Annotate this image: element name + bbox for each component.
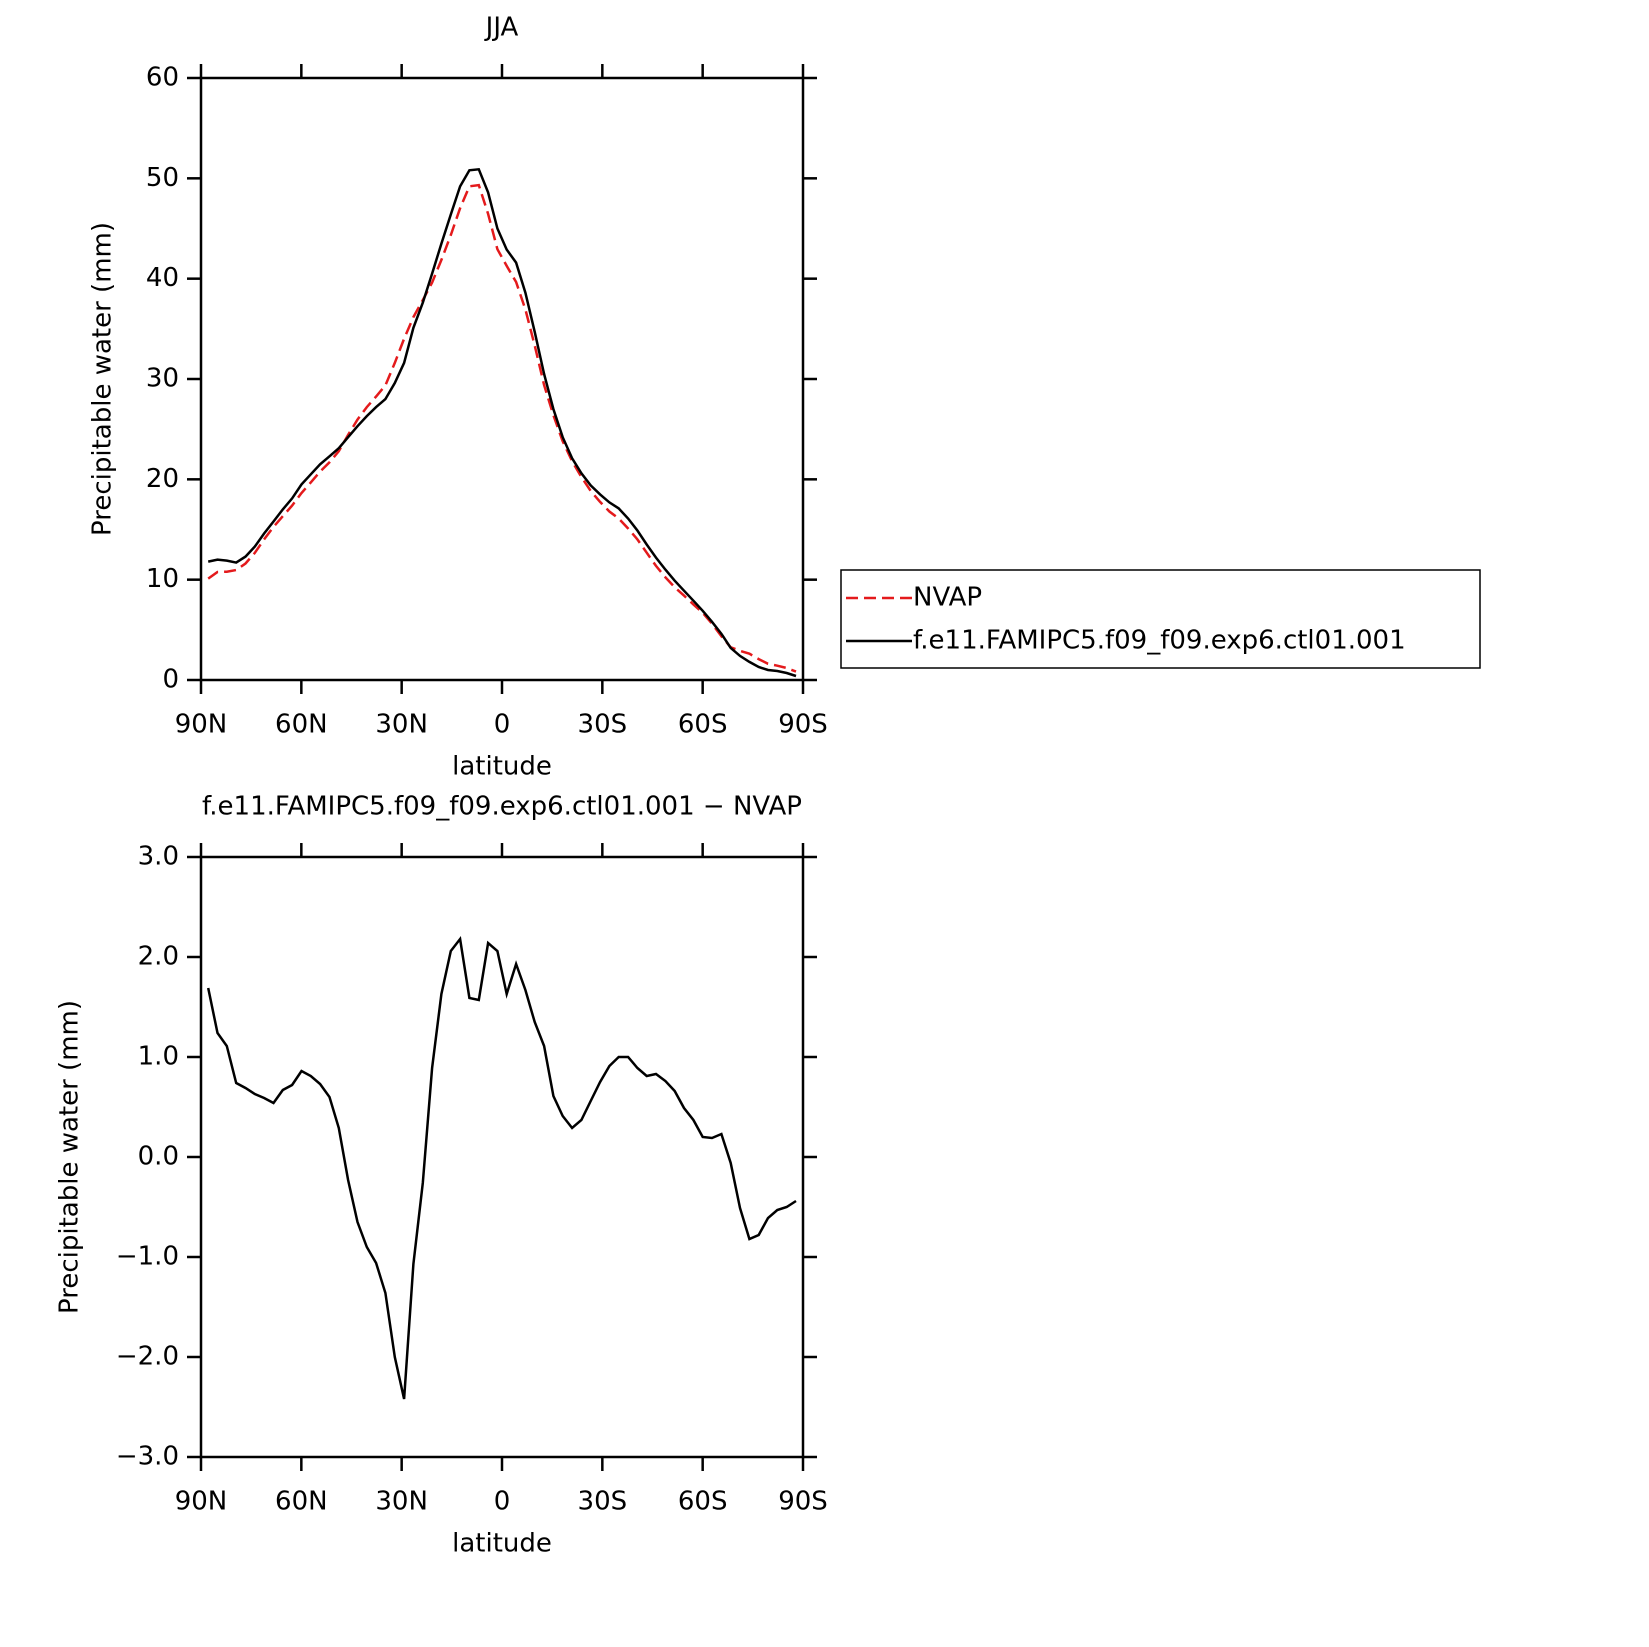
y-axis-label: Precipitable water (mm) [55, 1000, 85, 1314]
x-tick-label: 90N [175, 1487, 228, 1517]
x-axis-label: latitude [452, 1529, 552, 1559]
y-tick-label: −2.0 [116, 1342, 179, 1372]
y-tick-label: −3.0 [116, 1442, 179, 1472]
data-line [206, 935, 797, 1400]
y-tick-label: 20 [146, 464, 179, 494]
y-tick-label: 3.0 [138, 842, 179, 872]
y-tick-label: 60 [146, 63, 179, 93]
x-tick-label: 60S [678, 1487, 728, 1517]
y-tick-label: 40 [146, 263, 179, 293]
x-tick-label: 0 [494, 710, 511, 740]
data-line [207, 167, 797, 678]
y-tick-label: 1.0 [138, 1042, 179, 1072]
y-axis-label: Precipitable water (mm) [88, 222, 118, 536]
chart-title: f.e11.FAMIPC5.f09_f09.exp6.ctl01.001 − N… [202, 792, 802, 822]
x-tick-label: 90N [175, 710, 228, 740]
chart-title: JJA [484, 13, 519, 43]
data-line [207, 183, 797, 673]
y-tick-label: 2.0 [138, 942, 179, 972]
x-tick-label: 0 [494, 1487, 511, 1517]
legend-box [840, 569, 1481, 669]
legend-label: f.e11.FAMIPC5.f09_f09.exp6.ctl01.001 [913, 626, 1406, 656]
x-tick-label: 30N [375, 710, 428, 740]
plot-frame [199, 76, 805, 682]
x-tick-label: 30S [578, 1487, 628, 1517]
y-tick-label: 0.0 [138, 1142, 179, 1172]
x-tick-label: 90S [778, 710, 828, 740]
x-tick-label: 60N [275, 1487, 328, 1517]
legend-label: NVAP [913, 583, 982, 613]
y-tick-label: 30 [146, 364, 179, 394]
x-tick-label: 30S [578, 710, 628, 740]
x-axis-label: latitude [452, 752, 552, 782]
x-tick-label: 60S [678, 710, 728, 740]
y-tick-label: 10 [146, 564, 179, 594]
y-tick-label: −1.0 [116, 1242, 179, 1272]
x-tick-label: 30N [375, 1487, 428, 1517]
plot-frame [199, 855, 805, 1459]
y-tick-label: 0 [162, 665, 179, 695]
x-tick-label: 90S [778, 1487, 828, 1517]
y-tick-label: 50 [146, 163, 179, 193]
x-tick-label: 60N [275, 710, 328, 740]
